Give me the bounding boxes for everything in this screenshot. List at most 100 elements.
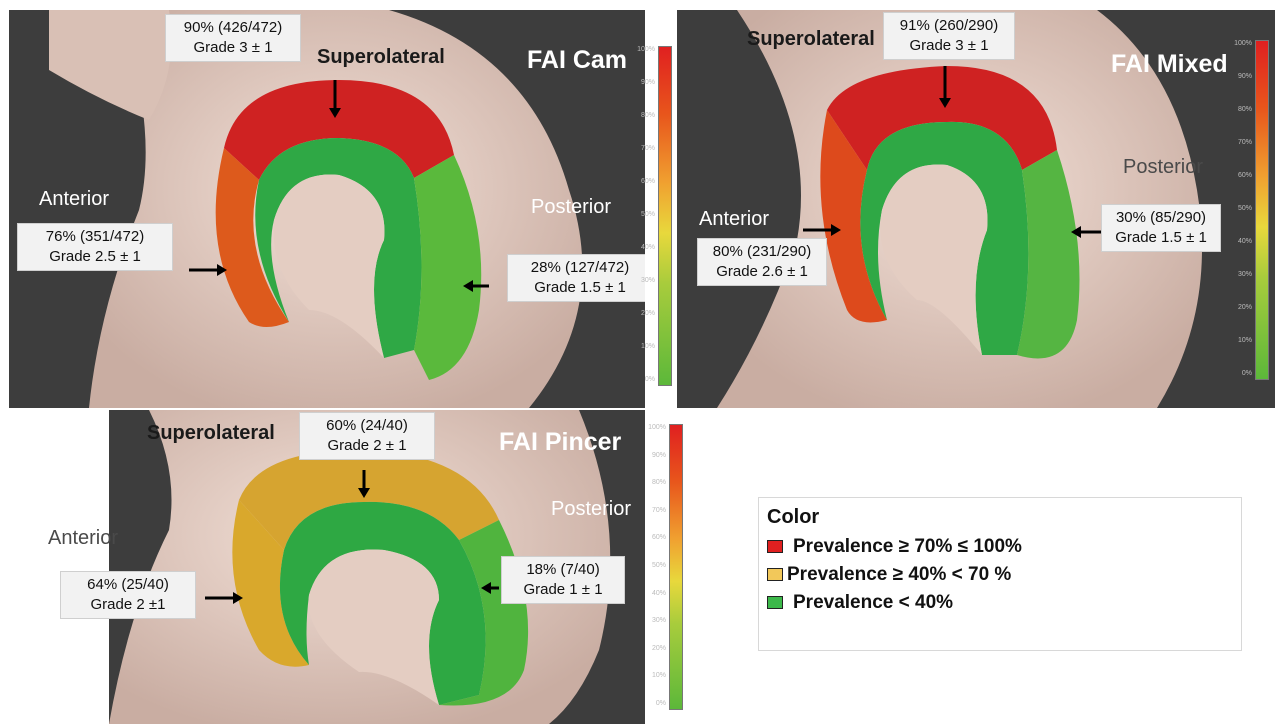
pincer-color-scale: 100% 90% 80% 70% 60% 50% 40% 30% 20% 10% 0%	[626, 420, 683, 712]
mixed-scale-ticks: 100% 90% 80% 70% 60% 50% 40% 30% 20% 10% 0%	[1212, 36, 1252, 382]
mixed-sup-prevalence: 91% (260/290)	[899, 17, 999, 34]
pincer-scale-bar	[669, 424, 683, 710]
pincer-anterior-box: 64% (25/40) Grade 2 ±1	[60, 571, 196, 619]
cam-central-region	[255, 138, 422, 358]
scale-tick-label: 90%	[640, 79, 655, 86]
cam-posterior-box: 28% (127/472) Grade 1.5 ± 1	[507, 254, 645, 302]
mixed-color-scale: 100% 90% 80% 70% 60% 50% 40% 30% 20% 10% 0%	[1212, 36, 1269, 382]
cam-anterior-region	[215, 148, 289, 327]
scale-tick-label: 90%	[1237, 73, 1252, 80]
mixed-ant-prevalence: 80% (231/290)	[712, 243, 812, 260]
mixed-hip-render	[717, 10, 1202, 408]
scale-tick-label: 30%	[1237, 271, 1252, 278]
mixed-superolateral-label: Superolateral	[747, 28, 875, 50]
pincer-post-grade: Grade 1 ± 1	[523, 581, 603, 598]
scale-tick-label: 70%	[651, 506, 666, 514]
scale-tick-label: 80%	[1237, 106, 1252, 113]
pincer-posterior-box: 18% (7/40) Grade 1 ± 1	[501, 556, 625, 604]
scale-tick-label: 50%	[640, 211, 655, 218]
legend-label-mid: Prevalence ≥ 40% < 70 %	[787, 564, 1012, 585]
fai-mixed-panel: FAI Mixed Superolateral Posterior Anteri…	[677, 10, 1275, 408]
scale-tick-label: 0%	[1241, 370, 1252, 377]
cam-scale-ticks: 100% 90% 80% 70% 60% 50% 40% 30% 20% 10% 0%	[615, 42, 655, 388]
cam-superolateral-box: 90% (426/472) Grade 3 ± 1	[165, 14, 301, 62]
legend-swatch-low	[767, 596, 783, 610]
cam-post-grade: Grade 1.5 ± 1	[534, 279, 626, 296]
scale-tick-label: 30%	[640, 277, 655, 284]
scale-tick-label: 80%	[640, 112, 655, 119]
mixed-anterior-label: Anterior	[699, 208, 770, 230]
pincer-sup-grade: Grade 2 ± 1	[327, 437, 407, 454]
legend-label-high: Prevalence ≥ 70% ≤ 100%	[793, 536, 1022, 557]
scale-tick-label: 0%	[655, 700, 666, 707]
mixed-anterior-box: 80% (231/290) Grade 2.6 ± 1	[697, 238, 827, 286]
scale-tick-label: 10%	[651, 672, 666, 680]
mixed-post-prevalence: 30% (85/290)	[1115, 209, 1207, 226]
mixed-posterior-box: 30% (85/290) Grade 1.5 ± 1	[1101, 204, 1221, 252]
cam-color-scale: 100% 90% 80% 70% 60% 50% 40% 30% 20% 10% 0%	[615, 42, 672, 388]
scale-tick-label: 40%	[640, 244, 655, 251]
cam-hip-render	[49, 10, 583, 408]
cam-sup-prevalence: 90% (426/472)	[183, 19, 283, 36]
mixed-superolateral-box: 91% (260/290) Grade 3 ± 1	[883, 12, 1015, 60]
fai-cam-panel: FAI Cam Superolateral Anterior Posterior…	[9, 10, 645, 408]
cam-superolateral-region	[224, 80, 454, 180]
mixed-ant-grade: Grade 2.6 ± 1	[716, 263, 808, 280]
cam-ant-prevalence: 76% (351/472)	[45, 228, 145, 245]
pincer-post-prevalence: 18% (7/40)	[526, 561, 600, 578]
cam-posterior-label: Posterior	[531, 196, 612, 218]
pincer-superolateral-box: 60% (24/40) Grade 2 ± 1	[299, 412, 435, 460]
cam-scale-bar	[658, 46, 672, 386]
scale-tick-label: 40%	[651, 589, 666, 597]
mixed-sup-grade: Grade 3 ± 1	[909, 37, 989, 54]
cam-sup-grade: Grade 3 ± 1	[193, 39, 273, 56]
scale-tick-label: 20%	[651, 644, 666, 652]
cam-post-prevalence: 28% (127/472)	[530, 259, 630, 276]
scale-tick-label: 20%	[1237, 304, 1252, 311]
pincer-posterior-label: Posterior	[551, 498, 632, 520]
legend-label-low: Prevalence < 40%	[793, 592, 954, 613]
legend-swatch-mid	[767, 568, 783, 582]
fai-pincer-panel: FAI Pincer Superolateral Posterior 60% (…	[109, 410, 645, 724]
scale-tick-label: 50%	[651, 562, 666, 569]
cam-anterior-label: Anterior	[39, 188, 110, 210]
cam-title: FAI Cam	[527, 46, 628, 74]
pincer-hip-render	[109, 410, 611, 724]
scale-tick-label: 0%	[644, 376, 655, 383]
scale-tick-label: 70%	[1237, 139, 1252, 146]
scale-tick-label: 50%	[1237, 205, 1252, 212]
scale-tick-label: 60%	[640, 178, 655, 185]
pincer-anterior-label: Anterior	[48, 527, 119, 549]
scale-tick-label: 20%	[640, 310, 655, 317]
mixed-post-grade: Grade 1.5 ± 1	[1115, 229, 1207, 246]
legend-title: Color	[767, 506, 820, 528]
pincer-superolateral-label: Superolateral	[147, 422, 275, 444]
scale-tick-label: 60%	[1237, 172, 1252, 179]
pincer-title: FAI Pincer	[499, 428, 622, 456]
cam-anterior-box: 76% (351/472) Grade 2.5 ± 1	[17, 223, 173, 271]
pincer-scale-ticks: 100% 90% 80% 70% 60% 50% 40% 30% 20% 10% 0%	[626, 420, 666, 712]
legend-swatch-high	[767, 540, 783, 554]
legend-row-mid: Prevalence ≥ 40% < 70 %	[767, 564, 1011, 586]
mixed-scale-bar	[1255, 40, 1269, 380]
scale-tick-label: 30%	[651, 617, 666, 625]
pincer-sup-prevalence: 60% (24/40)	[326, 417, 408, 434]
cam-posterior-region	[414, 155, 482, 380]
scale-tick-label: 100%	[1234, 40, 1252, 47]
scale-tick-label: 80%	[651, 479, 666, 487]
cam-superolateral-label: Superolateral	[317, 46, 445, 68]
scale-tick-label: 10%	[1237, 337, 1252, 344]
cam-ant-grade: Grade 2.5 ± 1	[49, 248, 141, 265]
mixed-posterior-label: Posterior	[1123, 156, 1204, 178]
pincer-ant-grade: Grade 2 ±1	[90, 596, 166, 613]
scale-tick-label: 100%	[648, 424, 666, 431]
scale-tick-label: 90%	[651, 451, 666, 459]
legend-row-high: Prevalence ≥ 70% ≤ 100%	[767, 536, 1022, 558]
scale-tick-label: 40%	[1237, 238, 1252, 245]
scale-tick-label: 60%	[651, 534, 666, 542]
scale-tick-label: 10%	[640, 343, 655, 350]
color-legend: Color Prevalence ≥ 70% ≤ 100% Prevalence…	[758, 497, 1242, 651]
legend-row-low: Prevalence < 40%	[767, 592, 953, 614]
pincer-ant-prevalence: 64% (25/40)	[87, 576, 169, 593]
scale-tick-label: 100%	[637, 46, 655, 53]
